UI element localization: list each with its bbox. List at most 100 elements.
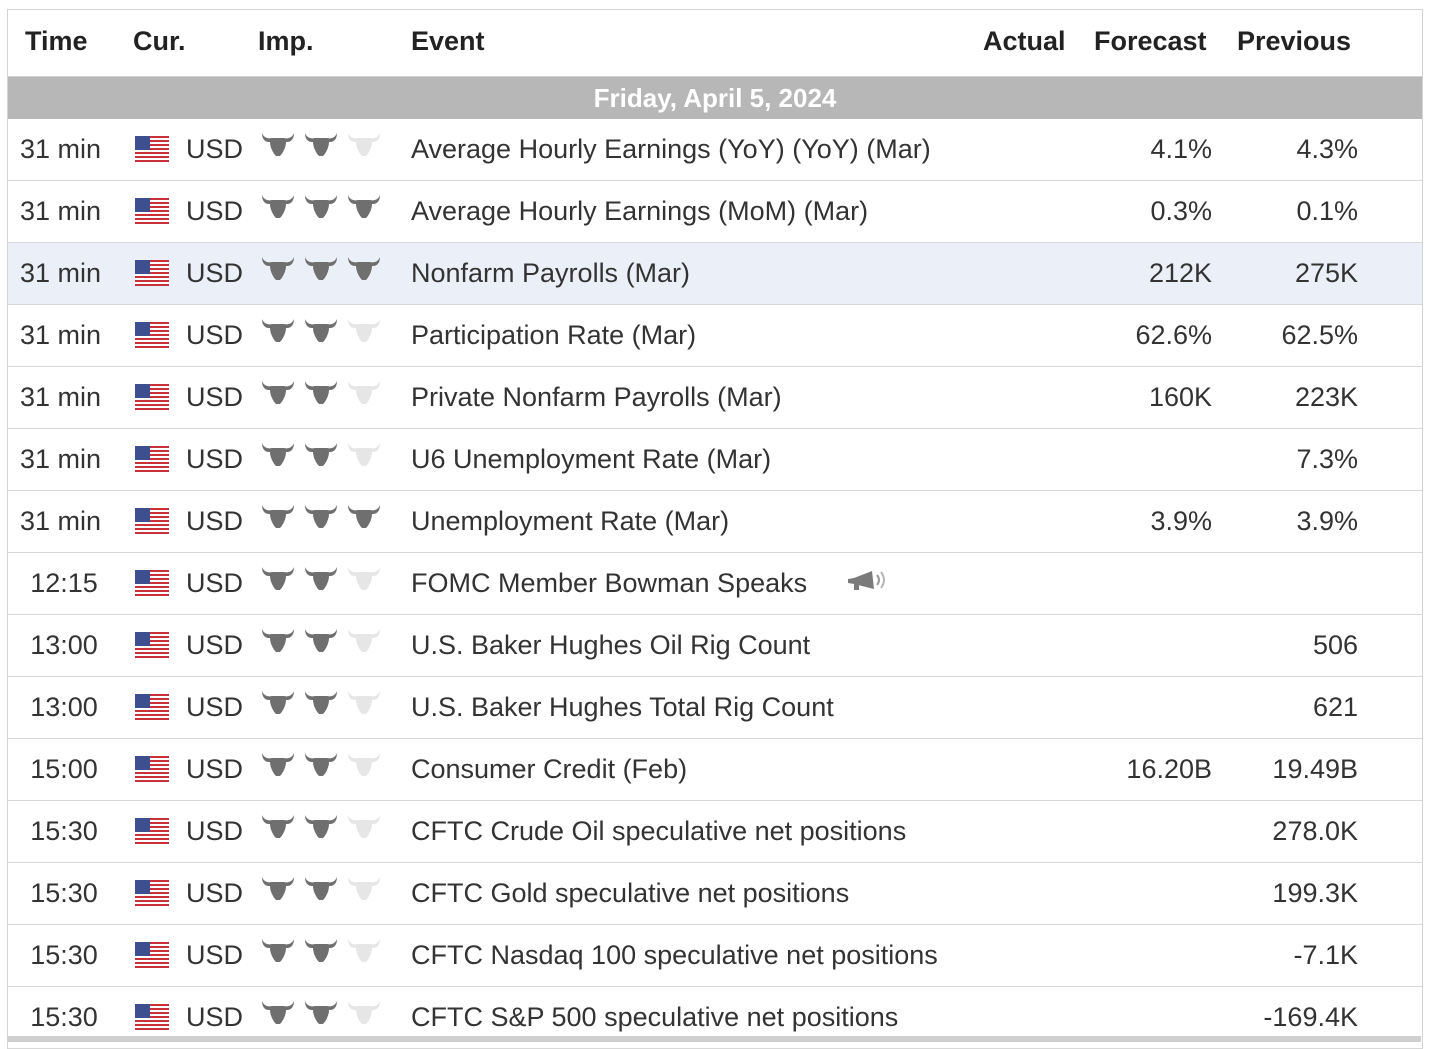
bull-icon	[303, 191, 339, 221]
bull-icon	[303, 315, 339, 345]
bull-icon	[303, 811, 339, 841]
event-time: 31 min	[20, 196, 102, 226]
event-forecast: 62.6%	[1135, 320, 1212, 350]
us-flag-icon	[135, 632, 169, 658]
table-row[interactable]: 31 min USD Nonfarm Payrolls (Mar) 212K 275K	[8, 243, 1422, 305]
event-name[interactable]: Participation Rate (Mar)	[411, 320, 697, 350]
bull-icon	[303, 749, 339, 779]
bull-icon	[303, 377, 339, 407]
event-currency: USD	[186, 816, 244, 846]
event-time: 31 min	[20, 320, 102, 350]
header-importance[interactable]: Imp.	[258, 26, 314, 56]
event-currency: USD	[186, 134, 244, 164]
table-row[interactable]: 31 min USD Participation Rate (Mar) 62.6% 62…	[8, 305, 1422, 367]
header-currency[interactable]: Cur.	[133, 26, 186, 56]
us-flag-icon	[135, 1004, 169, 1030]
bull-icon	[260, 129, 296, 159]
event-name[interactable]: CFTC Gold speculative net positions	[411, 878, 850, 908]
table-row[interactable]: 15:30 USD CFTC Nasdaq 100 speculative net …	[8, 925, 1422, 987]
bull-icon	[346, 439, 382, 469]
table-row[interactable]: 31 min USD Unemployment Rate (Mar) 3.9% 3.9%	[8, 491, 1422, 553]
header-event[interactable]: Event	[411, 26, 485, 56]
table-row[interactable]: 31 min USD Private Nonfarm Payrolls (Mar) 1…	[8, 367, 1422, 429]
importance-rating	[260, 687, 384, 717]
importance-rating	[260, 997, 384, 1027]
table-row[interactable]: 31 min USD Average Hourly Earnings (MoM) (…	[8, 181, 1422, 243]
table-row[interactable]: 15:30 USD CFTC Crude Oil speculative net p…	[8, 801, 1422, 863]
header-previous[interactable]: Previous	[1237, 26, 1352, 56]
event-previous: 275K	[1294, 258, 1358, 288]
table-row[interactable]: 13:00 USD U.S. Baker Hughes Oil Rig Count 5…	[8, 615, 1422, 677]
importance-rating	[260, 253, 384, 283]
header-forecast[interactable]: Forecast	[1094, 26, 1207, 56]
importance-rating	[260, 873, 384, 903]
bull-icon	[346, 253, 382, 283]
bull-icon	[260, 563, 296, 593]
event-currency: USD	[186, 878, 244, 908]
event-currency: USD	[186, 568, 244, 598]
bull-icon	[346, 315, 382, 345]
event-currency: USD	[186, 630, 244, 660]
bull-icon	[303, 625, 339, 655]
us-flag-icon	[135, 260, 169, 286]
us-flag-icon	[135, 322, 169, 348]
event-name[interactable]: CFTC S&P 500 speculative net positions	[411, 1002, 899, 1032]
event-currency: USD	[186, 692, 244, 722]
event-time: 15:30	[30, 878, 98, 908]
event-name[interactable]: U.S. Baker Hughes Oil Rig Count	[411, 630, 811, 660]
table-row[interactable]: 31 min USD Average Hourly Earnings (YoY) (…	[8, 119, 1422, 181]
bull-icon	[260, 315, 296, 345]
event-time: 31 min	[20, 382, 102, 412]
bull-icon	[346, 377, 382, 407]
bull-icon	[260, 501, 296, 531]
event-forecast: 0.3%	[1150, 196, 1212, 226]
table-row[interactable]: 13:00 USD U.S. Baker Hughes Total Rig Coun…	[8, 677, 1422, 739]
bull-icon	[346, 749, 382, 779]
event-name[interactable]: Average Hourly Earnings (MoM) (Mar)	[411, 196, 869, 226]
importance-rating	[260, 563, 384, 593]
bull-icon	[260, 191, 296, 221]
event-currency: USD	[186, 444, 244, 474]
bull-icon	[346, 129, 382, 159]
us-flag-icon	[135, 136, 169, 162]
table-row[interactable]: 31 min USD U6 Unemployment Rate (Mar) 7.3%	[8, 429, 1422, 491]
header-actual[interactable]: Actual	[983, 26, 1066, 56]
event-name[interactable]: Private Nonfarm Payrolls (Mar)	[411, 382, 782, 412]
event-rows: 31 min USD Average Hourly Earnings (YoY) (…	[8, 119, 1422, 1049]
us-flag-icon	[135, 756, 169, 782]
bull-icon	[346, 873, 382, 903]
bull-icon	[346, 625, 382, 655]
us-flag-icon	[135, 570, 169, 596]
event-currency: USD	[186, 196, 244, 226]
event-previous: 621	[1312, 692, 1358, 722]
bull-icon	[303, 687, 339, 717]
event-name[interactable]: CFTC Nasdaq 100 speculative net position…	[411, 940, 938, 970]
bull-icon	[346, 563, 382, 593]
event-time: 12:15	[30, 568, 98, 598]
event-name[interactable]: CFTC Crude Oil speculative net positions	[411, 816, 907, 846]
event-name[interactable]: U6 Unemployment Rate (Mar)	[411, 444, 772, 474]
event-time: 15:30	[30, 1002, 98, 1032]
economic-calendar-table: Time Cur. Imp. Event Actual Forecast Pre…	[7, 9, 1423, 1049]
event-previous: 199.3K	[1272, 878, 1358, 908]
event-name[interactable]: Average Hourly Earnings (YoY) (YoY) (Mar…	[411, 134, 931, 164]
event-currency: USD	[186, 940, 244, 970]
event-name[interactable]: Consumer Credit (Feb)	[411, 754, 688, 784]
event-forecast: 160K	[1148, 382, 1212, 412]
table-row[interactable]: 15:00 USD Consumer Credit (Feb) 16.20B 19.49…	[8, 739, 1422, 801]
importance-rating	[260, 811, 384, 841]
event-time: 15:30	[30, 816, 98, 846]
event-forecast: 212K	[1148, 258, 1212, 288]
event-name[interactable]: FOMC Member Bowman Speaks	[411, 568, 808, 598]
table-row[interactable]: 15:30 USD CFTC Gold speculative net positi…	[8, 863, 1422, 925]
table-row[interactable]: 12:15 USD FOMC Member Bowman Speaks	[8, 553, 1422, 615]
header-time[interactable]: Time	[25, 26, 88, 56]
event-time: 31 min	[20, 444, 102, 474]
event-time: 15:00	[30, 754, 98, 784]
event-previous: 19.49B	[1272, 754, 1358, 784]
event-name[interactable]: Nonfarm Payrolls (Mar)	[411, 258, 691, 288]
event-name[interactable]: U.S. Baker Hughes Total Rig Count	[411, 692, 834, 722]
event-name[interactable]: Unemployment Rate (Mar)	[411, 506, 730, 536]
speech-megaphone-icon	[846, 567, 890, 595]
bull-icon	[260, 625, 296, 655]
